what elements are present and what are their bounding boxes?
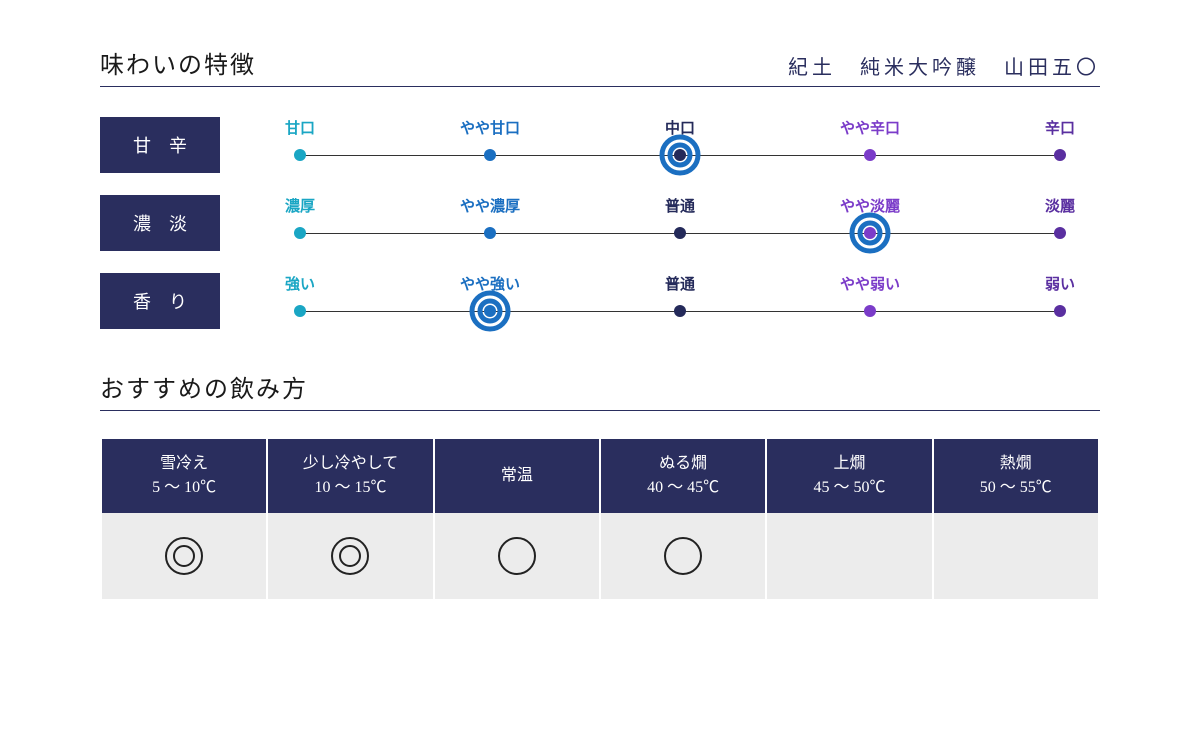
scale-dot bbox=[1054, 149, 1066, 161]
scale-row: 甘辛 甘口 やや甘口 中口 やや辛口 辛口 bbox=[100, 117, 1100, 173]
scale-point-label: やや強い bbox=[450, 273, 530, 294]
temperature-column: 上燗45 〜 50℃ bbox=[767, 439, 933, 599]
temperature-header-cell: 常温 bbox=[435, 439, 599, 513]
temperature-header-cell: 上燗45 〜 50℃ bbox=[767, 439, 931, 513]
scale-axis-label: 香り bbox=[100, 273, 220, 329]
temperature-section-title: おすすめの飲み方 bbox=[100, 369, 1100, 411]
temperature-name: 雪冷え bbox=[160, 452, 208, 476]
scale-point-label: 淡麗 bbox=[1020, 195, 1100, 216]
scale-row: 香り 強い やや強い 普通 やや弱い 弱い bbox=[100, 273, 1100, 329]
scale-track: 甘口 やや甘口 中口 やや辛口 辛口 bbox=[260, 117, 1100, 173]
scale-dot bbox=[484, 305, 496, 317]
temperature-mark-cell bbox=[268, 513, 432, 599]
scale-point-label: 普通 bbox=[640, 195, 720, 216]
temperature-header-cell: 熱燗50 〜 55℃ bbox=[934, 439, 1098, 513]
scale-dot bbox=[864, 149, 876, 161]
temperature-mark-cell bbox=[934, 513, 1098, 599]
temperature-range: 40 〜 45℃ bbox=[647, 476, 719, 500]
scale-point-label: やや弱い bbox=[830, 273, 910, 294]
scale-row: 濃淡 濃厚 やや濃厚 普通 やや淡麗 淡麗 bbox=[100, 195, 1100, 251]
temperature-header-cell: 少し冷やして10 〜 15℃ bbox=[268, 439, 432, 513]
scale-point-label: やや濃厚 bbox=[450, 195, 530, 216]
temperature-range: 10 〜 15℃ bbox=[314, 476, 386, 500]
product-name: 紀土 純米大吟醸 山田五〇 bbox=[788, 51, 1100, 80]
scale-track: 濃厚 やや濃厚 普通 やや淡麗 淡麗 bbox=[260, 195, 1100, 251]
temperature-name: 熱燗 bbox=[1000, 452, 1032, 476]
scale-point-label: やや甘口 bbox=[450, 117, 530, 138]
flavor-scales: 甘辛甘口やや甘口中口やや辛口辛口濃淡濃厚やや濃厚普通やや淡麗淡麗香り強いやや強い… bbox=[100, 117, 1100, 329]
temperature-mark-cell bbox=[601, 513, 765, 599]
temperature-column: 雪冷え5 〜 10℃ bbox=[102, 439, 268, 599]
temperature-mark-cell bbox=[767, 513, 931, 599]
circle-icon bbox=[664, 537, 702, 575]
flavor-header: 味わいの特徴 紀土 純米大吟醸 山田五〇 bbox=[100, 45, 1100, 87]
double-circle-icon bbox=[331, 537, 369, 575]
scale-point-label: 甘口 bbox=[260, 117, 340, 138]
temperature-range: 5 〜 10℃ bbox=[152, 476, 216, 500]
scale-dot bbox=[484, 149, 496, 161]
scale-dot bbox=[674, 227, 686, 239]
scale-point-label: 普通 bbox=[640, 273, 720, 294]
scale-point-label: 中口 bbox=[640, 117, 720, 138]
scale-dot bbox=[864, 305, 876, 317]
scale-dot bbox=[674, 305, 686, 317]
temperature-mark-cell bbox=[102, 513, 266, 599]
temperature-name: 少し冷やして bbox=[303, 452, 399, 476]
scale-point-label: 濃厚 bbox=[260, 195, 340, 216]
temperature-column: 常温 bbox=[435, 439, 601, 599]
scale-point-label: やや淡麗 bbox=[830, 195, 910, 216]
temperature-header-cell: ぬる燗40 〜 45℃ bbox=[601, 439, 765, 513]
flavor-section-title: 味わいの特徴 bbox=[100, 45, 256, 80]
temperature-column: 熱燗50 〜 55℃ bbox=[934, 439, 1100, 599]
scale-dot bbox=[1054, 305, 1066, 317]
scale-dot bbox=[1054, 227, 1066, 239]
scale-axis-label: 甘辛 bbox=[100, 117, 220, 173]
scale-dot bbox=[294, 149, 306, 161]
scale-dot bbox=[864, 227, 876, 239]
scale-dot bbox=[484, 227, 496, 239]
temperature-range: 50 〜 55℃ bbox=[980, 476, 1052, 500]
temperature-name: ぬる燗 bbox=[659, 452, 707, 476]
circle-icon bbox=[498, 537, 536, 575]
temperature-mark-cell bbox=[435, 513, 599, 599]
double-circle-icon bbox=[165, 537, 203, 575]
scale-dot bbox=[674, 149, 686, 161]
temperature-name: 常温 bbox=[501, 464, 533, 488]
temperature-table: 雪冷え5 〜 10℃少し冷やして10 〜 15℃常温ぬる燗40 〜 45℃上燗4… bbox=[100, 439, 1100, 599]
temperature-range: 45 〜 50℃ bbox=[813, 476, 885, 500]
scale-dot bbox=[294, 305, 306, 317]
scale-track: 強い やや強い 普通 やや弱い 弱い bbox=[260, 273, 1100, 329]
scale-dot bbox=[294, 227, 306, 239]
scale-axis-label: 濃淡 bbox=[100, 195, 220, 251]
scale-point-label: 辛口 bbox=[1020, 117, 1100, 138]
scale-point-label: 強い bbox=[260, 273, 340, 294]
temperature-section: おすすめの飲み方 雪冷え5 〜 10℃少し冷やして10 〜 15℃常温ぬる燗40… bbox=[100, 369, 1100, 599]
temperature-header-cell: 雪冷え5 〜 10℃ bbox=[102, 439, 266, 513]
temperature-column: 少し冷やして10 〜 15℃ bbox=[268, 439, 434, 599]
scale-point-label: 弱い bbox=[1020, 273, 1100, 294]
scale-point-label: やや辛口 bbox=[830, 117, 910, 138]
temperature-name: 上燗 bbox=[833, 452, 865, 476]
temperature-column: ぬる燗40 〜 45℃ bbox=[601, 439, 767, 599]
